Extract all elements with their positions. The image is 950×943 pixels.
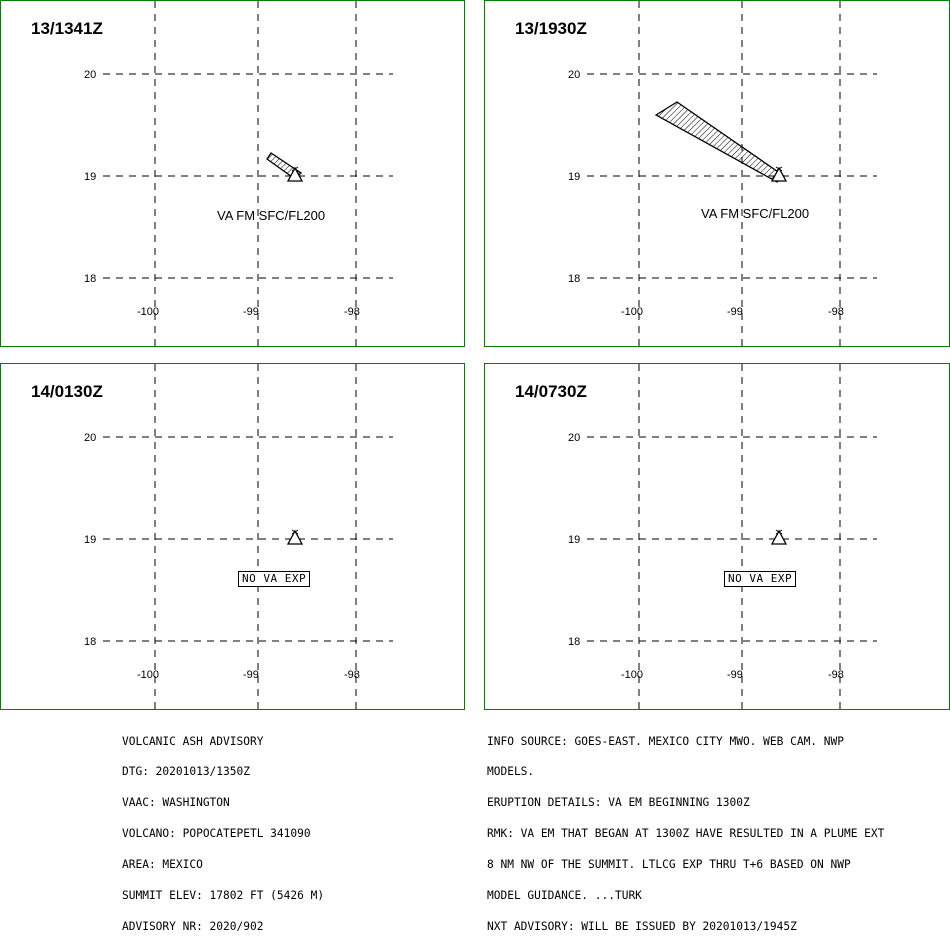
- advisory-line: VAAC: WASHINGTON: [122, 796, 230, 810]
- lat-tick-label: 19: [84, 534, 96, 546]
- lon-tick-label: -98: [344, 669, 360, 681]
- lat-tick-label: 19: [568, 171, 580, 183]
- advisory-line: MODELS.: [487, 765, 535, 779]
- lon-tick-label: -100: [137, 669, 159, 681]
- lat-tick-label: 19: [568, 534, 580, 546]
- lon-tick-label: -98: [828, 669, 844, 681]
- panel-time-label: 14/0730Z: [515, 382, 587, 401]
- map-shape: [770, 166, 788, 182]
- lon-tick-label: -98: [344, 306, 360, 318]
- map-shape: [286, 166, 304, 182]
- advisory-info-left: VOLCANIC ASH ADVISORY DTG: 20201013/1350…: [122, 716, 324, 943]
- lat-tick-label: 18: [84, 273, 96, 285]
- lon-tick-label: -99: [727, 669, 743, 681]
- lon-tick-label: -100: [621, 669, 643, 681]
- advisory-info-right: INFO SOURCE: GOES-EAST. MEXICO CITY MWO.…: [487, 716, 884, 943]
- advisory-line: INFO SOURCE: GOES-EAST. MEXICO CITY MWO.…: [487, 734, 844, 748]
- lon-tick-label: -100: [621, 306, 643, 318]
- advisory-line: VOLCANIC ASH ADVISORY: [122, 734, 264, 748]
- map-panel-3: 14/0130Z 20 19 18 -100 -99 -98 NO VA EXP: [0, 363, 465, 711]
- advisory-line: SUMMIT ELEV: 17802 FT (5426 M): [122, 889, 325, 903]
- lon-tick-label: -100: [137, 306, 159, 318]
- lon-tick-label: -98: [828, 306, 844, 318]
- map-grid: 20 19 18 -100 -99 -98: [568, 1, 877, 348]
- map-grid: 20 19 18 -100 -99 -98: [84, 1, 393, 348]
- advisory-line: DTG: 20201013/1350Z: [122, 765, 250, 779]
- lat-tick-label: 20: [568, 69, 580, 81]
- lat-tick-label: 18: [568, 273, 580, 285]
- advisory-line: ADVISORY NR: 2020/902: [122, 919, 264, 933]
- map-shape: [770, 529, 788, 545]
- va-altitude-label: VA FM SFC/FL200: [217, 208, 326, 223]
- lat-tick-label: 20: [568, 432, 580, 444]
- va-altitude-label: VA FM SFC/FL200: [701, 206, 810, 221]
- grid-line: [775, 529, 783, 535]
- grid-line: [291, 166, 299, 172]
- lat-tick-label: 18: [568, 636, 580, 648]
- grid-line: [291, 529, 299, 535]
- lat-tick-label: 19: [84, 171, 96, 183]
- volcano-triangle-icon: [286, 529, 304, 545]
- map-panel-4: 14/0730Z 20 19 18 -100 -99 -98 NO VA EXP: [484, 363, 950, 711]
- map-grid: 20 19 18 -100 -99 -98: [84, 364, 393, 711]
- lat-tick-label: 18: [84, 636, 96, 648]
- advisory-line: 8 NM NW OF THE SUMMIT. LTLCG EXP THRU T+…: [487, 858, 851, 872]
- no-va-expected-label: NO VA EXP: [238, 571, 311, 587]
- ash-plume-polygon: [654, 101, 786, 183]
- no-va-expected-label: NO VA EXP: [724, 571, 797, 587]
- volcano-triangle-icon: [770, 529, 788, 545]
- lat-tick-label: 20: [84, 432, 96, 444]
- map-shape: [286, 529, 304, 545]
- advisory-line: NXT ADVISORY: WILL BE ISSUED BY 20201013…: [487, 919, 797, 933]
- lon-tick-label: -99: [727, 306, 743, 318]
- volcano-triangle-icon: [286, 166, 304, 182]
- map-panel-1: 13/1341Z 20 19 18 -100 -99 -98 VA FM SFC…: [0, 0, 465, 348]
- advisory-line: ERUPTION DETAILS: VA EM BEGINNING 1300Z: [487, 796, 750, 810]
- lat-tick-label: 20: [84, 69, 96, 81]
- map-panel-2: 13/1930Z 20 19 18 -100 -99 -98 VA FM SFC…: [484, 0, 950, 348]
- advisory-line: RMK: VA EM THAT BEGAN AT 1300Z HAVE RESU…: [487, 827, 885, 841]
- advisory-line: AREA: MEXICO: [122, 858, 203, 872]
- advisory-line: MODEL GUIDANCE. ...TURK: [487, 889, 642, 903]
- advisory-line: VOLCANO: POPOCATEPETL 341090: [122, 827, 311, 841]
- panel-time-label: 13/1930Z: [515, 19, 587, 38]
- volcano-triangle-icon: [770, 166, 788, 182]
- lon-tick-label: -99: [243, 306, 259, 318]
- panel-time-label: 14/0130Z: [31, 382, 103, 401]
- panel-time-label: 13/1341Z: [31, 19, 103, 38]
- map-grid: 20 19 18 -100 -99 -98: [568, 364, 877, 711]
- lon-tick-label: -99: [243, 669, 259, 681]
- grid-line: [775, 166, 783, 172]
